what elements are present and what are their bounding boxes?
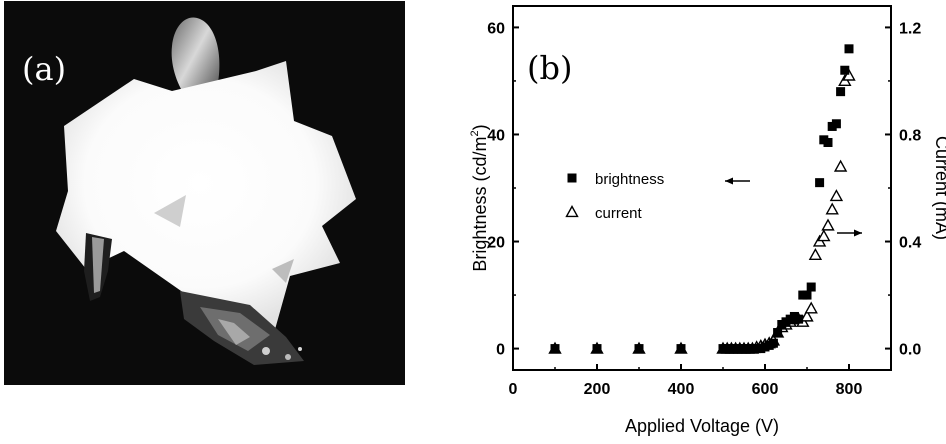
y-left-tick-label: 20 (487, 235, 505, 252)
current-axis-arrow-head (854, 229, 862, 237)
panel-b-label: (b) (527, 49, 572, 87)
current-point (800, 309, 814, 322)
brightness-point (831, 119, 841, 129)
x-axis-label: Applied Voltage (V) (625, 416, 779, 436)
x-tick-label: 400 (668, 381, 695, 398)
y-left-tick-label: 0 (496, 342, 505, 359)
brightness-point (844, 44, 854, 54)
x-tick-label: 0 (509, 381, 518, 398)
current-point (842, 68, 856, 81)
current-point (808, 247, 823, 261)
current-point (804, 301, 818, 314)
y-right-tick-label: 1.2 (899, 20, 921, 37)
y-left-tick-label: 40 (487, 127, 505, 144)
y-right-axis-label: Current (mA) (932, 136, 946, 240)
panel-a-label: (a) (22, 50, 66, 88)
brightness-point (773, 328, 783, 338)
brightness-point (815, 178, 825, 188)
brightness-point (806, 282, 816, 292)
y-left-tick-label: 60 (487, 20, 505, 37)
current-point (833, 159, 848, 172)
x-tick-label: 800 (836, 381, 863, 398)
brightness-point (550, 344, 560, 354)
legend-brightness-label: brightness (595, 171, 664, 188)
brightness-point (592, 344, 602, 354)
legend-current-label: current (595, 205, 643, 222)
y-right-tick-label: 0.8 (899, 127, 921, 144)
chart-svg: (b) 0 200 400 600 800 0 20 40 60 0.0 0.4 0.8 1.2 Appl… (469, 5, 946, 436)
brightness-point (823, 138, 833, 147)
current-point (821, 218, 835, 231)
photo-panel: (a) (4, 1, 405, 385)
brightness-point (676, 344, 686, 354)
brightness-point (836, 87, 846, 97)
y-right-tick-label: 0.0 (899, 342, 921, 359)
brightness-point (768, 338, 778, 348)
brightness-point (634, 344, 644, 354)
brightness-point (802, 290, 812, 300)
current-point (829, 189, 844, 202)
legend-brightness-marker (567, 173, 577, 183)
brightness-axis-arrow-head (725, 177, 733, 185)
y-left-axis-label: Brightness (cd/m2) (469, 124, 490, 271)
brightness-point (840, 65, 850, 75)
y-right-tick-label: 0.4 (899, 235, 921, 252)
photo-image: (a) (4, 1, 405, 385)
x-tick-label: 600 (752, 381, 779, 398)
chart-panel: (b) 0 200 400 600 800 0 20 40 60 0.0 0.4 0.8 1.2 Appl… (450, 0, 946, 439)
legend-current-marker (565, 205, 579, 218)
current-point (817, 229, 831, 242)
brightness-point (794, 314, 804, 324)
x-tick-label: 200 (584, 381, 611, 398)
current-point (825, 202, 839, 215)
